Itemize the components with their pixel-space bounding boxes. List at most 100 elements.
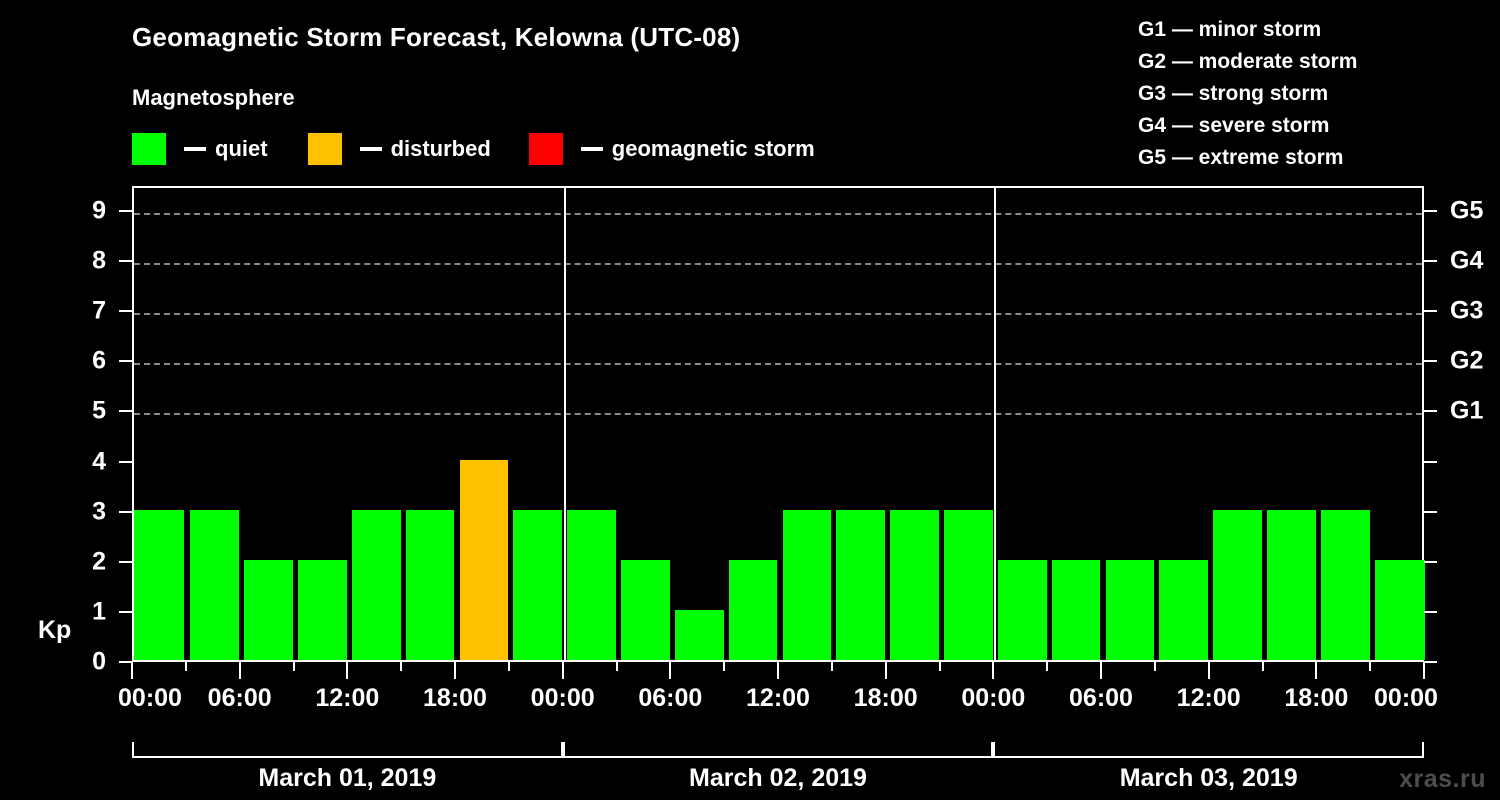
gridline-kp-7 xyxy=(134,313,1422,316)
x-tick-label: 18:00 xyxy=(853,684,918,712)
x-tick-minor xyxy=(507,662,510,671)
day-divider-1 xyxy=(563,188,566,660)
bar xyxy=(1374,559,1425,660)
bar xyxy=(1051,559,1101,660)
y-axis-left: Kp 0 1 2 3 4 5 6 7 8 9 xyxy=(0,186,132,676)
bar xyxy=(567,509,616,660)
x-tick-minor xyxy=(938,662,941,671)
legend-swatch-disturbed xyxy=(307,133,342,165)
x-tick-major xyxy=(777,662,779,679)
date-bracket xyxy=(562,742,994,758)
y-tick-label-1: 1 xyxy=(92,597,106,626)
legend-swatch-quiet xyxy=(132,133,166,165)
g-tick-mark-minor-kp-4 xyxy=(1424,460,1437,463)
g-tick-mark-G2 xyxy=(1424,360,1437,363)
legend-entry-quiet: quiet xyxy=(132,133,268,165)
bar xyxy=(621,559,670,660)
date-bracket xyxy=(132,742,563,758)
y-tick-mark-8 xyxy=(119,260,132,263)
x-axis: 00:00 06:00 12:00 18:00 00:00 06:00 12:00 18:00… xyxy=(118,662,1438,722)
g-tick-label-G5: G5 xyxy=(1450,196,1484,225)
x-tick-minor xyxy=(400,662,403,671)
g-tick-mark-G5 xyxy=(1424,210,1437,213)
x-tick-minor xyxy=(615,662,618,671)
x-tick-major xyxy=(1207,662,1210,679)
y-tick-label-7: 7 xyxy=(92,296,106,325)
page-title: Geomagnetic Storm Forecast, Kelowna (UTC… xyxy=(132,22,741,52)
g-tick-label-G2: G2 xyxy=(1450,346,1484,375)
plot-area xyxy=(132,186,1425,662)
bar xyxy=(944,509,993,660)
y-tick-label-6: 6 xyxy=(92,346,106,375)
bar xyxy=(836,509,886,660)
g-scale-legend: G1 — minor storm G2 — moderate storm G3 — … xyxy=(1138,14,1478,174)
day-divider-2 xyxy=(994,188,997,660)
series-label: Magnetosphere xyxy=(132,85,295,110)
bar xyxy=(298,559,347,660)
y-tick-mark-9 xyxy=(119,210,132,213)
x-tick-minor xyxy=(1369,662,1372,671)
x-tick-minor xyxy=(184,662,187,671)
x-tick-label: 00:00 xyxy=(530,684,595,712)
bar xyxy=(1105,559,1155,660)
date-label: March 01, 2019 xyxy=(258,764,437,792)
x-tick-label: 12:00 xyxy=(315,684,380,712)
bar xyxy=(782,509,832,660)
gridline-kp-9 xyxy=(134,213,1422,216)
y-axis-right: G1 G2 G3 G4 G5 xyxy=(1424,186,1500,663)
bar xyxy=(1320,509,1370,660)
x-tick-major xyxy=(561,662,564,679)
date-label: March 03, 2019 xyxy=(1119,764,1298,792)
g-tick-mark-minor-kp-0 xyxy=(1424,661,1437,663)
g-legend-row-g5: G5 — extreme storm xyxy=(1138,146,1344,169)
bar xyxy=(728,559,778,660)
bar xyxy=(674,609,724,660)
bar xyxy=(190,509,240,660)
x-tick-minor xyxy=(1153,662,1156,671)
color-legend: quiet disturbed geomagnetic storm xyxy=(132,133,815,165)
g-legend-row-g1: G1 — minor storm xyxy=(1138,18,1322,41)
x-tick-label: 18:00 xyxy=(423,684,487,712)
bar xyxy=(244,559,293,660)
bar xyxy=(459,459,509,660)
x-tick-label: 06:00 xyxy=(207,684,272,712)
legend-label-quiet: quiet xyxy=(215,136,268,161)
x-tick-label: 12:00 xyxy=(746,684,810,712)
y-tick-mark-2 xyxy=(119,560,132,563)
legend-swatch-storm xyxy=(528,133,563,165)
y-tick-mark-6 xyxy=(119,360,132,363)
x-tick-label: 06:00 xyxy=(1069,684,1133,712)
bar xyxy=(134,509,185,660)
g-tick-mark-minor-kp-1 xyxy=(1424,610,1437,613)
y-axis-title: Kp xyxy=(38,616,72,644)
x-tick-major xyxy=(884,662,887,679)
y-tick-label-3: 3 xyxy=(92,497,106,526)
x-tick-label: 12:00 xyxy=(1176,684,1241,712)
x-tick-label: 00:00 xyxy=(118,684,182,712)
y-tick-label-8: 8 xyxy=(92,246,106,275)
legend-entry-disturbed: disturbed xyxy=(307,133,491,165)
x-tick-major xyxy=(131,662,133,679)
bar xyxy=(1267,509,1316,660)
x-tick-label: 18:00 xyxy=(1284,684,1349,712)
legend-entry-storm: geomagnetic storm xyxy=(528,133,815,165)
y-tick-label-5: 5 xyxy=(92,396,106,425)
watermark: xras.ru xyxy=(1399,765,1486,793)
y-tick-mark-1 xyxy=(119,610,132,613)
gridline-kp-5 xyxy=(134,413,1422,416)
legend-label-storm: geomagnetic storm xyxy=(611,136,815,161)
x-tick-major xyxy=(992,662,995,679)
g-legend-row-g4: G4 — severe storm xyxy=(1138,114,1330,137)
date-axis: March 01, 2019 March 02, 2019 March 03, 20… xyxy=(132,742,1424,800)
x-tick-label: 06:00 xyxy=(638,684,703,712)
gridline-kp-6 xyxy=(134,363,1422,366)
gridline-kp-8 xyxy=(134,263,1422,266)
date-bracket xyxy=(993,742,1424,758)
y-tick-mark-5 xyxy=(119,410,132,413)
bar xyxy=(890,509,939,660)
x-tick-minor xyxy=(1046,662,1049,671)
x-tick-label: 00:00 xyxy=(961,684,1026,712)
y-tick-label-0: 0 xyxy=(92,647,106,676)
bar xyxy=(1159,559,1209,660)
date-label: March 02, 2019 xyxy=(689,764,867,792)
